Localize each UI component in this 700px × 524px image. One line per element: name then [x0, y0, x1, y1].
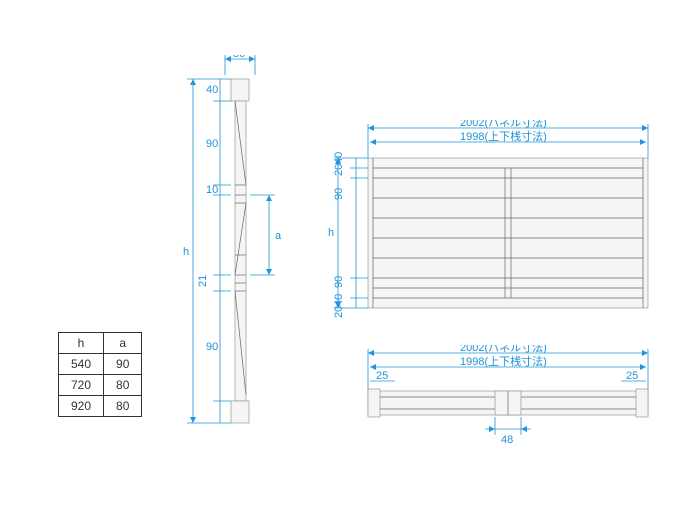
r1c1: 80 [104, 375, 142, 396]
bv-panel-w: 2002(パネル寸法) [460, 345, 547, 354]
dim-40: 40 [206, 84, 218, 96]
bv-48: 48 [501, 434, 513, 446]
dim-90: 90 [206, 138, 218, 150]
fv-20b: 20 [333, 306, 345, 318]
r0c1: 90 [104, 354, 142, 375]
bv-25r: 25 [626, 370, 638, 382]
fv-90b: 90 [333, 276, 345, 288]
r2c0: 920 [59, 396, 104, 417]
dimension-table: h a 540 90 720 80 920 80 [58, 332, 142, 417]
dim-a: a [275, 230, 282, 242]
dim-10: 10 [206, 184, 218, 196]
fv-90: 90 [333, 188, 345, 200]
fv-h: h [328, 227, 334, 239]
bottom-view: 2002(パネル寸法) 1998(上下桟寸法) 25 25 48 [320, 345, 660, 465]
dim-90b: 90 [206, 341, 218, 353]
dim-30: 30 [233, 55, 245, 60]
r0c0: 540 [59, 354, 104, 375]
fv-20: 20 [333, 164, 345, 176]
front-view: 2002(パネル寸法) 1998(上下桟寸法) 40 20 90 90 40 2… [320, 120, 660, 335]
bv-rail-w: 1998(上下桟寸法) [460, 354, 547, 368]
dim-21: 21 [197, 275, 209, 287]
r2c1: 80 [104, 396, 142, 417]
col-a: a [104, 333, 142, 354]
dim-rail-w: 1998(上下桟寸法) [460, 129, 547, 143]
col-h: h [59, 333, 104, 354]
r1c0: 720 [59, 375, 104, 396]
side-section-view: 30 40 90 10 21 90 h a [175, 55, 315, 445]
dim-panel-w: 2002(パネル寸法) [460, 120, 547, 129]
bv-25l: 25 [376, 370, 388, 382]
dim-h: h [183, 246, 189, 258]
